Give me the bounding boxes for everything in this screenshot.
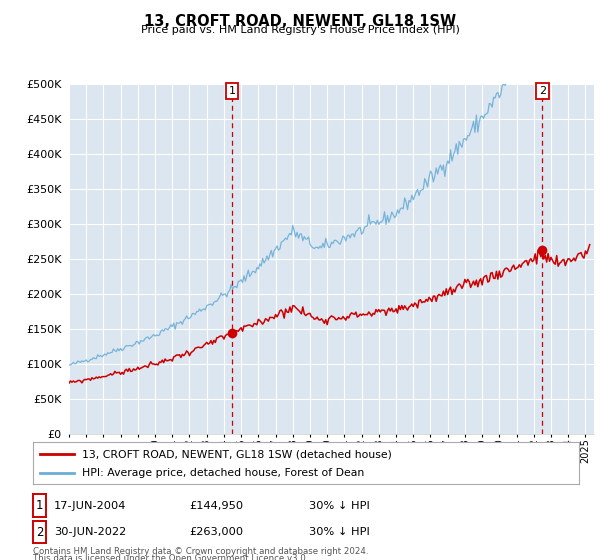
Text: 17-JUN-2004: 17-JUN-2004 xyxy=(54,501,127,511)
Text: This data is licensed under the Open Government Licence v3.0.: This data is licensed under the Open Gov… xyxy=(33,554,308,560)
Text: 1: 1 xyxy=(36,499,43,512)
Text: Price paid vs. HM Land Registry's House Price Index (HPI): Price paid vs. HM Land Registry's House … xyxy=(140,25,460,35)
Text: HPI: Average price, detached house, Forest of Dean: HPI: Average price, detached house, Fore… xyxy=(82,469,364,478)
Text: 2: 2 xyxy=(539,86,546,96)
Text: 13, CROFT ROAD, NEWENT, GL18 1SW: 13, CROFT ROAD, NEWENT, GL18 1SW xyxy=(144,14,456,29)
Text: £144,950: £144,950 xyxy=(189,501,243,511)
Text: 30-JUN-2022: 30-JUN-2022 xyxy=(54,527,126,537)
Text: 2: 2 xyxy=(36,525,43,539)
Text: 30% ↓ HPI: 30% ↓ HPI xyxy=(309,501,370,511)
Text: 30% ↓ HPI: 30% ↓ HPI xyxy=(309,527,370,537)
Text: 13, CROFT ROAD, NEWENT, GL18 1SW (detached house): 13, CROFT ROAD, NEWENT, GL18 1SW (detach… xyxy=(82,449,392,459)
Text: Contains HM Land Registry data © Crown copyright and database right 2024.: Contains HM Land Registry data © Crown c… xyxy=(33,547,368,556)
Text: £263,000: £263,000 xyxy=(189,527,243,537)
Text: 1: 1 xyxy=(229,86,235,96)
